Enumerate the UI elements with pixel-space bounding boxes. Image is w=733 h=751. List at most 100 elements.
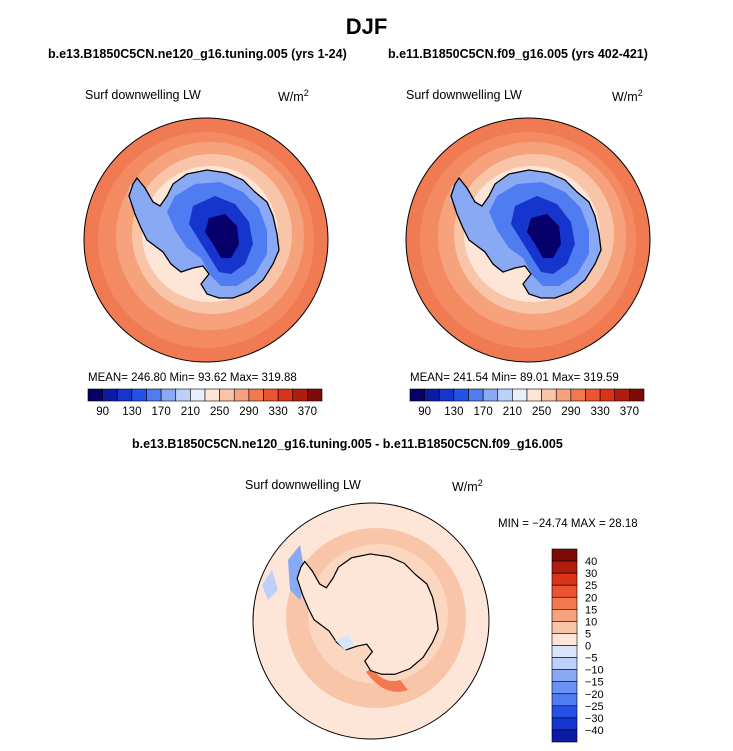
diff-colorbar-swatch	[551, 548, 578, 562]
panel1-colorbar-tick-label: 170	[152, 406, 171, 418]
panel1-colorbar-swatch	[190, 388, 206, 402]
panel1-variable-label: Surf downwelling LW	[85, 88, 201, 102]
panel2-map	[406, 118, 650, 362]
diff-colorbar-swatch	[551, 584, 578, 598]
panel1-units-label: W/m2	[278, 88, 309, 105]
diff-colorbar-swatch	[551, 621, 578, 634]
diff-variable-label: Surf downwelling LW	[245, 478, 361, 492]
panel2-colorbar-tick-label: 290	[561, 406, 580, 418]
panel2-colorbar-swatch	[424, 388, 440, 402]
panel2-map-border	[405, 117, 651, 363]
panel1-colorbar-tick-label: 250	[210, 406, 229, 418]
diff-case-title: b.e13.B1850C5CN.ne120_g16.tuning.005 - b…	[132, 437, 563, 451]
page-title: DJF	[345, 14, 388, 39]
panel2-colorbar-swatch	[497, 388, 513, 402]
panel2-colorbar-tick-label: 130	[444, 406, 463, 418]
panel1-colorbar-swatch	[248, 388, 264, 402]
diff-colorbar-swatch	[551, 693, 578, 707]
panel1-colorbar-tick-label: 290	[239, 406, 258, 418]
diff-colorbar-tick-label: 0	[585, 641, 591, 653]
diff-colorbar-tick-label: 20	[585, 592, 597, 604]
panel2-colorbar-swatch	[541, 388, 557, 402]
diff-colorbar-tick-label: −5	[585, 653, 598, 665]
diff-colorbar-tick-label: −30	[585, 713, 604, 725]
panel1-colorbar-swatch	[131, 388, 147, 402]
diff-colorbar-swatch	[551, 729, 578, 743]
panel1-colorbar-swatch	[160, 388, 177, 402]
diff-colorbar-swatch	[551, 717, 578, 731]
diff-map-border	[252, 502, 490, 740]
diff-colorbar-tick-label: 5	[585, 628, 591, 640]
panel1-stats: MEAN= 246.80 Min= 93.62 Max= 319.88	[88, 372, 297, 384]
panel2-colorbar-swatch	[614, 388, 630, 402]
panel1-colorbar-swatch	[263, 388, 279, 402]
diff-colorbar-tick-label: −10	[585, 665, 604, 677]
panel2-colorbar-tick-label: 90	[418, 406, 431, 418]
panel1-colorbar-swatch	[292, 388, 308, 402]
diff-colorbar-swatch	[551, 560, 578, 574]
panel1-colorbar-tick-label: 130	[122, 406, 141, 418]
panel2-case-title: b.e11.B1850C5CN.f09_g16.005 (yrs 402-421…	[388, 47, 648, 61]
panel2-colorbar: 90 130 170 210 250 290 330 370	[409, 388, 645, 418]
panel1-case-title: b.e13.B1850C5CN.ne120_g16.tuning.005 (yr…	[48, 47, 347, 61]
panel1-colorbar-swatch	[277, 388, 294, 402]
panel2-colorbar-swatch	[570, 388, 586, 402]
panel2-colorbar-swatch	[438, 388, 455, 402]
diff-colorbar-tick-label: 40	[585, 556, 597, 568]
diff-colorbar-swatch	[551, 669, 578, 682]
diff-units-label: W/m2	[452, 478, 483, 495]
diff-colorbar-tick-label: −25	[585, 701, 604, 713]
diff-colorbar-swatch	[551, 572, 578, 586]
panel2-colorbar-swatch	[526, 388, 542, 402]
panel2-colorbar-swatch	[482, 388, 499, 402]
diff-colorbar-swatch	[551, 596, 578, 610]
panel1-colorbar-tick-label: 330	[269, 406, 288, 418]
panel1-colorbar-swatch	[146, 388, 162, 402]
panel2-colorbar-swatch	[555, 388, 572, 402]
panel1-colorbar-swatch	[87, 388, 103, 402]
panel1-colorbar: 90 130 170 210 250 290 330 370	[87, 388, 323, 418]
panel2-colorbar-swatch	[453, 388, 469, 402]
panel1-map-border	[83, 117, 329, 363]
diff-colorbar-tick-label: −40	[585, 725, 604, 737]
panel1-map	[84, 118, 328, 362]
panel2-variable-label: Surf downwelling LW	[406, 88, 522, 102]
panel1-colorbar-tick-label: 370	[298, 406, 317, 418]
panel1-colorbar-swatch	[233, 388, 250, 402]
panel2-colorbar-tick-label: 170	[474, 406, 493, 418]
diff-colorbar-tick-label: −15	[585, 677, 604, 689]
diff-stats: MIN = −24.74 MAX = 28.18	[498, 518, 638, 530]
panel2-colorbar-swatch	[629, 388, 645, 402]
panel1-colorbar-swatch	[307, 388, 323, 402]
panel2-colorbar-tick-label: 330	[591, 406, 610, 418]
diff-colorbar-swatch	[551, 609, 578, 622]
panel2-colorbar-swatch	[599, 388, 616, 402]
panel1-colorbar-swatch	[204, 388, 220, 402]
diff-colorbar-tick-label: 30	[585, 568, 597, 580]
diff-colorbar-tick-label: 25	[585, 580, 597, 592]
diff-colorbar-swatch	[551, 657, 578, 670]
diff-colorbar-tick-label: 10	[585, 616, 597, 628]
panel1-colorbar-swatch	[175, 388, 191, 402]
diff-map	[253, 503, 489, 739]
panel2-units-label: W/m2	[612, 88, 643, 105]
panel2-colorbar-tick-label: 250	[532, 406, 551, 418]
panel1-colorbar-swatch	[102, 388, 118, 402]
diff-colorbar-swatch	[551, 645, 578, 658]
panel1-colorbar-swatch	[116, 388, 133, 402]
panel1-colorbar-swatch	[219, 388, 235, 402]
panel2-colorbar-swatch	[585, 388, 601, 402]
panel2-colorbar-tick-label: 370	[620, 406, 639, 418]
diff-colorbar-tick-label: −20	[585, 689, 604, 701]
diff-colorbar-tick-label: 15	[585, 604, 597, 616]
panel2-stats: MEAN= 241.54 Min= 89.01 Max= 319.59	[410, 372, 619, 384]
panel1-colorbar-tick-label: 210	[181, 406, 200, 418]
diff-colorbar-swatch	[551, 705, 578, 719]
panel2-colorbar-tick-label: 210	[503, 406, 522, 418]
panel2-colorbar-swatch	[409, 388, 425, 402]
diff-colorbar-swatch	[551, 633, 578, 646]
panel1-colorbar-tick-label: 90	[96, 406, 109, 418]
diff-colorbar-swatch	[551, 681, 578, 695]
